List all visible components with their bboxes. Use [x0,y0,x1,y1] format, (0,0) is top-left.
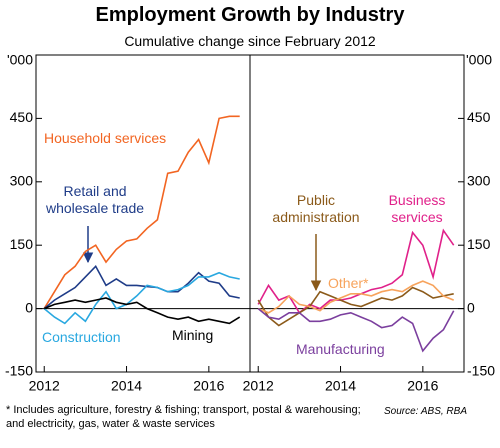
series-label: Business services [388,192,446,225]
y-tick-label: 300 [467,173,491,189]
series-label: Manufacturing [296,341,385,357]
y-tick-label: 300 [10,173,34,189]
series-line [43,297,241,325]
x-tick-label: 2014 [111,378,142,394]
y-tick-label: 0 [25,299,33,315]
series-line [257,307,455,353]
title: Employment Growth by Industry [95,4,405,26]
y-tick-label: -150 [467,363,495,379]
series-line [257,286,454,327]
y-tick-label: 450 [467,109,491,125]
y-tick-label: 450 [10,109,34,125]
series-label: Mining [172,327,214,343]
series-line [43,115,240,310]
series-label: Other* [328,275,369,291]
footnote: * Includes agriculture, forestry & fishi… [6,404,361,430]
series-line [257,228,455,314]
subtitle: Cumulative change since February 2012 [124,33,376,49]
series-line [43,271,240,325]
y-tick-label: 150 [10,236,34,252]
series-line [257,280,455,314]
y-tick-label: 0 [467,299,475,315]
x-tick-label: 2014 [325,378,356,394]
y-unit: '000 [7,52,33,68]
y-tick-label: -150 [5,363,33,379]
y-tick-label: 150 [467,236,491,252]
x-tick-label: 2016 [193,378,224,394]
series-label: Construction [42,329,121,345]
x-tick-label: 2016 [407,378,438,394]
series-line [43,264,240,310]
y-unit: '000 [466,52,492,68]
series-label: Retail and wholesale trade [45,183,145,216]
series-label: Public administration [272,192,360,225]
source: Source: ABS, RBA [384,406,467,417]
series-label: Household services [44,130,167,146]
x-tick-label: 2012 [243,378,274,394]
x-tick-label: 2012 [29,378,60,394]
